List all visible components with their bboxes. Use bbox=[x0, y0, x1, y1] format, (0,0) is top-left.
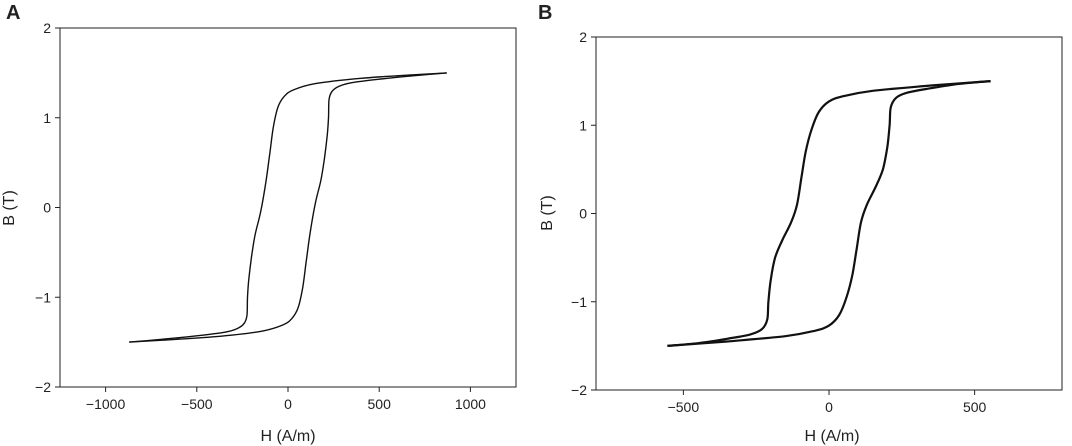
panel-a-x-ticks: −1000 −500 0 500 1000 bbox=[86, 387, 486, 412]
panel-a-y-axis-label: B (T) bbox=[1, 190, 18, 226]
panel-a-y-tick-label: −1 bbox=[35, 289, 51, 305]
panel-a-ascending-branch bbox=[129, 72, 447, 343]
panel-a-y-tick-label: 2 bbox=[43, 20, 51, 36]
panel-b-y-tick-label: 1 bbox=[579, 117, 587, 133]
panel-a-curves bbox=[129, 72, 447, 343]
panel-a-x-tick-label: 1000 bbox=[455, 396, 486, 412]
panel-b-descending-branch bbox=[667, 80, 991, 347]
panel-b-x-ticks: −500 0 500 bbox=[668, 390, 987, 415]
panel-b-y-tick-label: −2 bbox=[571, 382, 587, 398]
panel-a-y-ticks: −2 −1 0 1 2 bbox=[35, 20, 60, 395]
panel-b-y-axis-label: B (T) bbox=[539, 195, 556, 231]
panel-a-label: A bbox=[6, 2, 20, 24]
panel-b-y-tick-label: 0 bbox=[579, 206, 587, 222]
panel-a-descending-branch bbox=[129, 72, 447, 343]
panel-a-plot-frame bbox=[59, 27, 517, 388]
panel-a-y-tick-label: −2 bbox=[35, 379, 51, 395]
panel-a-x-tick-label: −500 bbox=[181, 396, 213, 412]
panel-b: B −2 −1 0 1 2 −500 0 500 H (A/m) B (T) bbox=[538, 2, 1063, 445]
panel-b-x-tick-label: 500 bbox=[963, 399, 987, 415]
panel-a-x-tick-label: 500 bbox=[368, 396, 392, 412]
panel-b-x-axis-label: H (A/m) bbox=[804, 428, 859, 445]
panel-a-x-axis-label: H (A/m) bbox=[260, 428, 315, 445]
panel-a-y-tick-label: 1 bbox=[43, 110, 51, 126]
panel-b-plot-frame bbox=[595, 36, 1063, 391]
panel-b-y-tick-label: 2 bbox=[579, 29, 587, 45]
panel-a-x-tick-label: 0 bbox=[284, 396, 292, 412]
panel-b-x-tick-label: 0 bbox=[825, 399, 833, 415]
panel-a-x-tick-label: −1000 bbox=[86, 396, 126, 412]
panel-b-y-tick-label: −1 bbox=[571, 294, 587, 310]
panel-b-ascending-branch bbox=[667, 80, 991, 347]
panel-b-x-tick-label: −500 bbox=[668, 399, 700, 415]
panel-b-y-ticks: −2 −1 0 1 2 bbox=[571, 29, 596, 398]
panel-a-y-tick-label: 0 bbox=[43, 200, 51, 216]
panel-b-label: B bbox=[538, 2, 552, 24]
panel-b-curves bbox=[667, 80, 991, 347]
panel-a: A −2 −1 0 1 2 −1000 −500 0 500 1000 H (A/m) B (T… bbox=[1, 2, 517, 445]
